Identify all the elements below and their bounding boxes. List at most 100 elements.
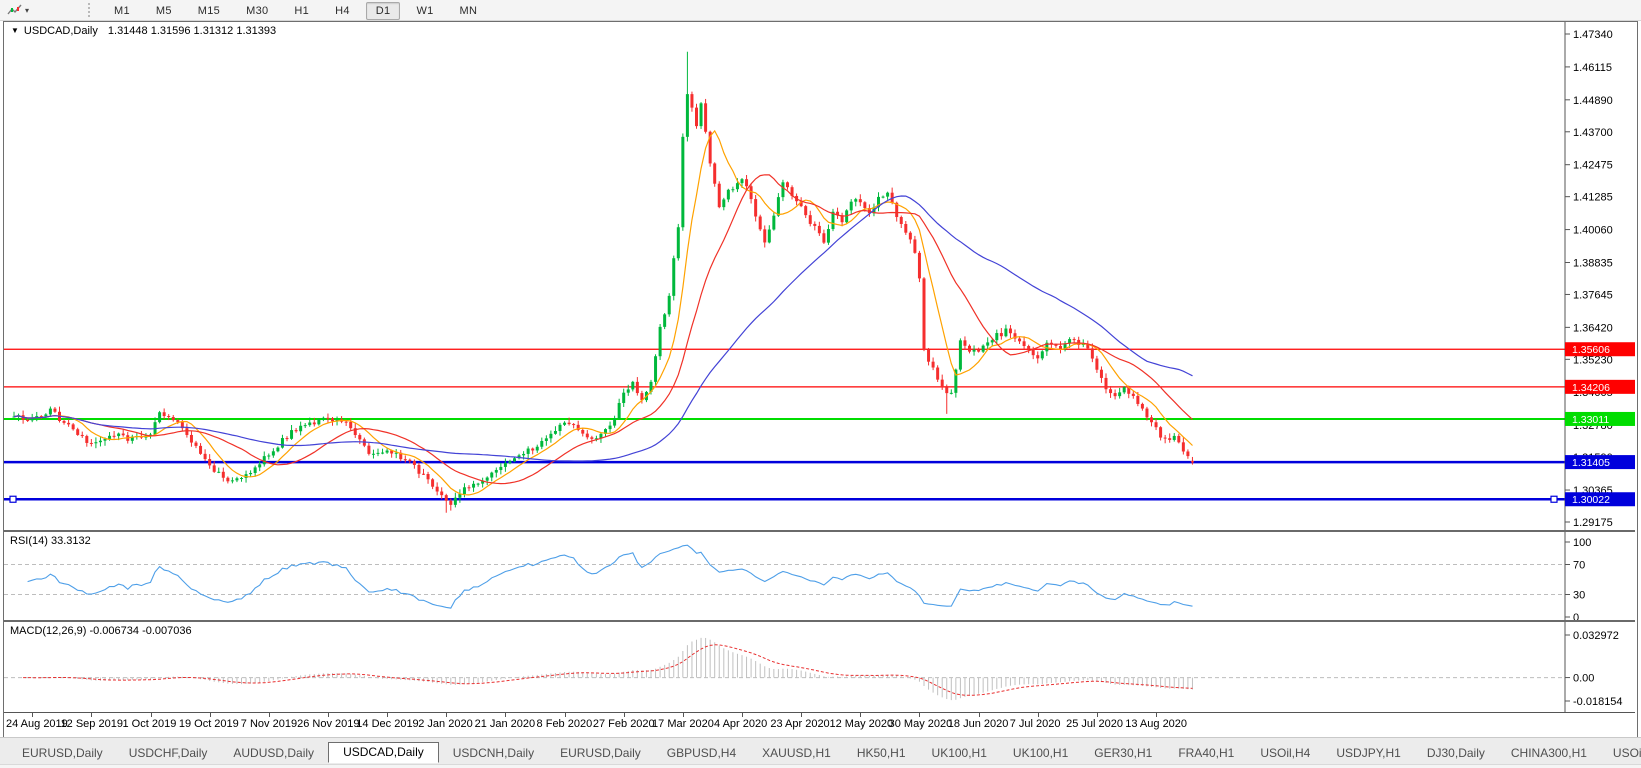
chart-tab-usoil-h4[interactable]: USOil,H4 xyxy=(1260,746,1311,760)
svg-text:100: 100 xyxy=(1573,537,1591,549)
rsi-chart-canvas[interactable]: 100 70 30 0 xyxy=(4,532,1635,620)
svg-text:1.37645: 1.37645 xyxy=(1573,289,1613,301)
chart-tab-uk100-h1[interactable]: UK100,H1 xyxy=(1012,746,1069,760)
date-axis-label: 30 May 2020 xyxy=(888,718,953,730)
date-axis-tick xyxy=(919,713,921,717)
chart-tab-ger30-h1[interactable]: GER30,H1 xyxy=(1094,746,1153,760)
rsi-label: RSI(14) 33.3132 xyxy=(10,535,91,547)
chart-tab-usoil-h1[interactable]: USOil,H1 xyxy=(1612,746,1641,760)
chart-tab-xauusd-h1[interactable]: XAUUSD,H1 xyxy=(762,746,831,760)
date-axis-label: 2 Jan 2020 xyxy=(418,718,473,730)
svg-text:1.44890: 1.44890 xyxy=(1573,95,1613,107)
chart-tab-uk100-h1[interactable]: UK100,H1 xyxy=(931,746,987,760)
chart-tab-usdcad-daily[interactable]: USDCAD,Daily xyxy=(328,742,439,763)
chart-line-tool-button[interactable]: ▾ xyxy=(4,2,32,18)
svg-text:1.29175: 1.29175 xyxy=(1573,517,1613,529)
date-axis-tick xyxy=(564,713,566,717)
date-axis-label: 7 Nov 2019 xyxy=(240,718,298,730)
timeframe-button-h1[interactable]: H1 xyxy=(294,5,310,17)
timeframe-button-m15[interactable]: M15 xyxy=(197,5,221,17)
date-axis-tick xyxy=(860,713,862,717)
rsi-indicator-panel: RSI(14) 33.3132 100 70 30 0 xyxy=(4,530,1635,622)
date-axis-tick xyxy=(1156,713,1158,717)
date-axis-tick xyxy=(327,713,329,717)
chart-tab-usdchf-daily[interactable]: USDCHF,Daily xyxy=(128,746,208,760)
chart-window: ▼ USDCAD,Daily 1.31448 1.31596 1.31312 1.3… xyxy=(3,21,1638,738)
date-axis-label: 4 Apr 2020 xyxy=(714,718,768,730)
svg-text:0.00: 0.00 xyxy=(1573,673,1594,685)
chart-tab-china300-h1[interactable]: CHINA300,H1 xyxy=(1510,746,1587,760)
chart-tab-dj30-daily[interactable]: DJ30,Daily xyxy=(1426,746,1485,760)
date-axis: 24 Aug 2019 12 Sep 2019 1 Oct 2019 19 Oct 2… xyxy=(4,712,1635,736)
svg-text:1.47340: 1.47340 xyxy=(1573,29,1613,41)
svg-text:1.34206: 1.34206 xyxy=(1572,382,1610,394)
date-axis-label: 18 Jun 2020 xyxy=(947,718,1009,730)
macd-label: MACD(12,26,9) -0.006734 -0.007036 xyxy=(10,625,192,637)
macd-chart-canvas[interactable]: 0.032972 0.00 -0.018154 xyxy=(4,622,1635,712)
toolbar-drag-grip[interactable] xyxy=(88,3,93,17)
macd-indicator-panel: MACD(12,26,9) -0.006734 -0.007036 0.0329… xyxy=(4,620,1635,714)
date-axis-tick xyxy=(446,713,448,717)
price-chart-panel: ▼ USDCAD,Daily 1.31448 1.31596 1.31312 1.3… xyxy=(4,22,1635,530)
timeframe-button-h4[interactable]: H4 xyxy=(335,5,350,17)
timeframe-button-mn[interactable]: MN xyxy=(459,5,478,17)
date-axis-label: 14 Dec 2019 xyxy=(356,718,419,730)
svg-text:0.032972: 0.032972 xyxy=(1573,630,1619,642)
chevron-down-icon: ▾ xyxy=(25,5,30,15)
timeframe-button-m5[interactable]: M5 xyxy=(155,5,172,17)
date-axis-label: 25 Jul 2020 xyxy=(1066,718,1123,730)
chart-ohlc-values: 1.31448 1.31596 1.31312 1.31393 xyxy=(107,25,277,37)
date-axis-label: 1 Oct 2019 xyxy=(122,718,177,730)
chart-tab-hk50-h1[interactable]: HK50,H1 xyxy=(856,746,906,760)
date-axis-label: 24 Aug 2019 xyxy=(6,718,68,730)
timeframe-toolbar: ▾ M1 M5 M15 M30 H1 H4 D1 W1 MN xyxy=(0,0,1641,21)
svg-text:1.36420: 1.36420 xyxy=(1573,322,1613,334)
chart-symbol-label: USDCAD,Daily xyxy=(23,25,98,37)
date-axis-tick xyxy=(682,713,684,717)
date-axis-tick xyxy=(209,713,211,717)
date-axis-tick xyxy=(801,713,803,717)
chart-tab-gbpusd-h4[interactable]: GBPUSD,H4 xyxy=(666,746,737,760)
date-axis-tick xyxy=(387,713,389,717)
date-axis-label: 8 Feb 2020 xyxy=(536,718,593,730)
date-axis-label: 26 Nov 2019 xyxy=(297,718,360,730)
date-axis-label: 21 Jan 2020 xyxy=(474,718,536,730)
chart-tab-usdjpy-h1[interactable]: USDJPY,H1 xyxy=(1336,746,1401,760)
date-axis-label: 7 Jul 2020 xyxy=(1009,718,1061,730)
chart-tab-audusd-daily[interactable]: AUDUSD,Daily xyxy=(233,746,315,760)
svg-text:0: 0 xyxy=(1573,612,1579,620)
date-axis-label: 19 Oct 2019 xyxy=(178,718,239,730)
svg-text:30: 30 xyxy=(1573,590,1585,602)
date-axis-tick xyxy=(91,713,93,717)
chart-menu-dropdown-icon[interactable]: ▼ xyxy=(11,26,19,35)
timeframe-button-w1[interactable]: W1 xyxy=(416,5,434,17)
chart-tab-usdcnh-daily[interactable]: USDCNH,Daily xyxy=(452,746,535,760)
candlestick-chart-canvas[interactable]: 1.47340 1.46115 1.44890 1.43700 1.42475 1.412… xyxy=(4,22,1635,530)
date-axis-tick xyxy=(978,713,980,717)
timeframe-buttons: M1 M5 M15 M30 H1 H4 D1 W1 MN xyxy=(101,1,490,20)
timeframe-button-m30[interactable]: M30 xyxy=(246,5,269,17)
date-axis-tick xyxy=(742,713,743,717)
chart-tab-fra40-h1[interactable]: FRA40,H1 xyxy=(1178,746,1235,760)
chart-tab-bar: EURUSD,Daily USDCHF,Daily AUDUSD,Daily USDC… xyxy=(0,737,1641,768)
chart-line-tool-icon xyxy=(7,3,23,17)
svg-text:1.43700: 1.43700 xyxy=(1573,127,1613,139)
svg-text:1.38835: 1.38835 xyxy=(1573,257,1613,269)
chart-tab-eurusd-daily[interactable]: EURUSD,Daily xyxy=(22,746,103,760)
date-axis-label: 23 Apr 2020 xyxy=(770,718,830,730)
timeframe-button-m1[interactable]: M1 xyxy=(114,5,130,17)
date-axis-label: 12 May 2020 xyxy=(829,718,894,730)
tab-bar-bottom-strip xyxy=(0,764,1641,768)
date-axis-tick xyxy=(150,713,152,717)
date-axis-tick xyxy=(505,713,507,717)
date-axis-label: 27 Feb 2020 xyxy=(592,718,655,730)
date-axis-label: 12 Sep 2019 xyxy=(60,718,123,730)
date-axis-tick xyxy=(623,713,625,717)
svg-text:1.46115: 1.46115 xyxy=(1573,62,1612,74)
svg-text:70: 70 xyxy=(1573,560,1585,572)
svg-text:1.31405: 1.31405 xyxy=(1572,457,1610,469)
timeframe-button-d1[interactable]: D1 xyxy=(365,2,401,20)
chart-tab-eurusd-daily[interactable]: EURUSD,Daily xyxy=(560,746,641,760)
svg-text:-0.018154: -0.018154 xyxy=(1573,696,1623,708)
